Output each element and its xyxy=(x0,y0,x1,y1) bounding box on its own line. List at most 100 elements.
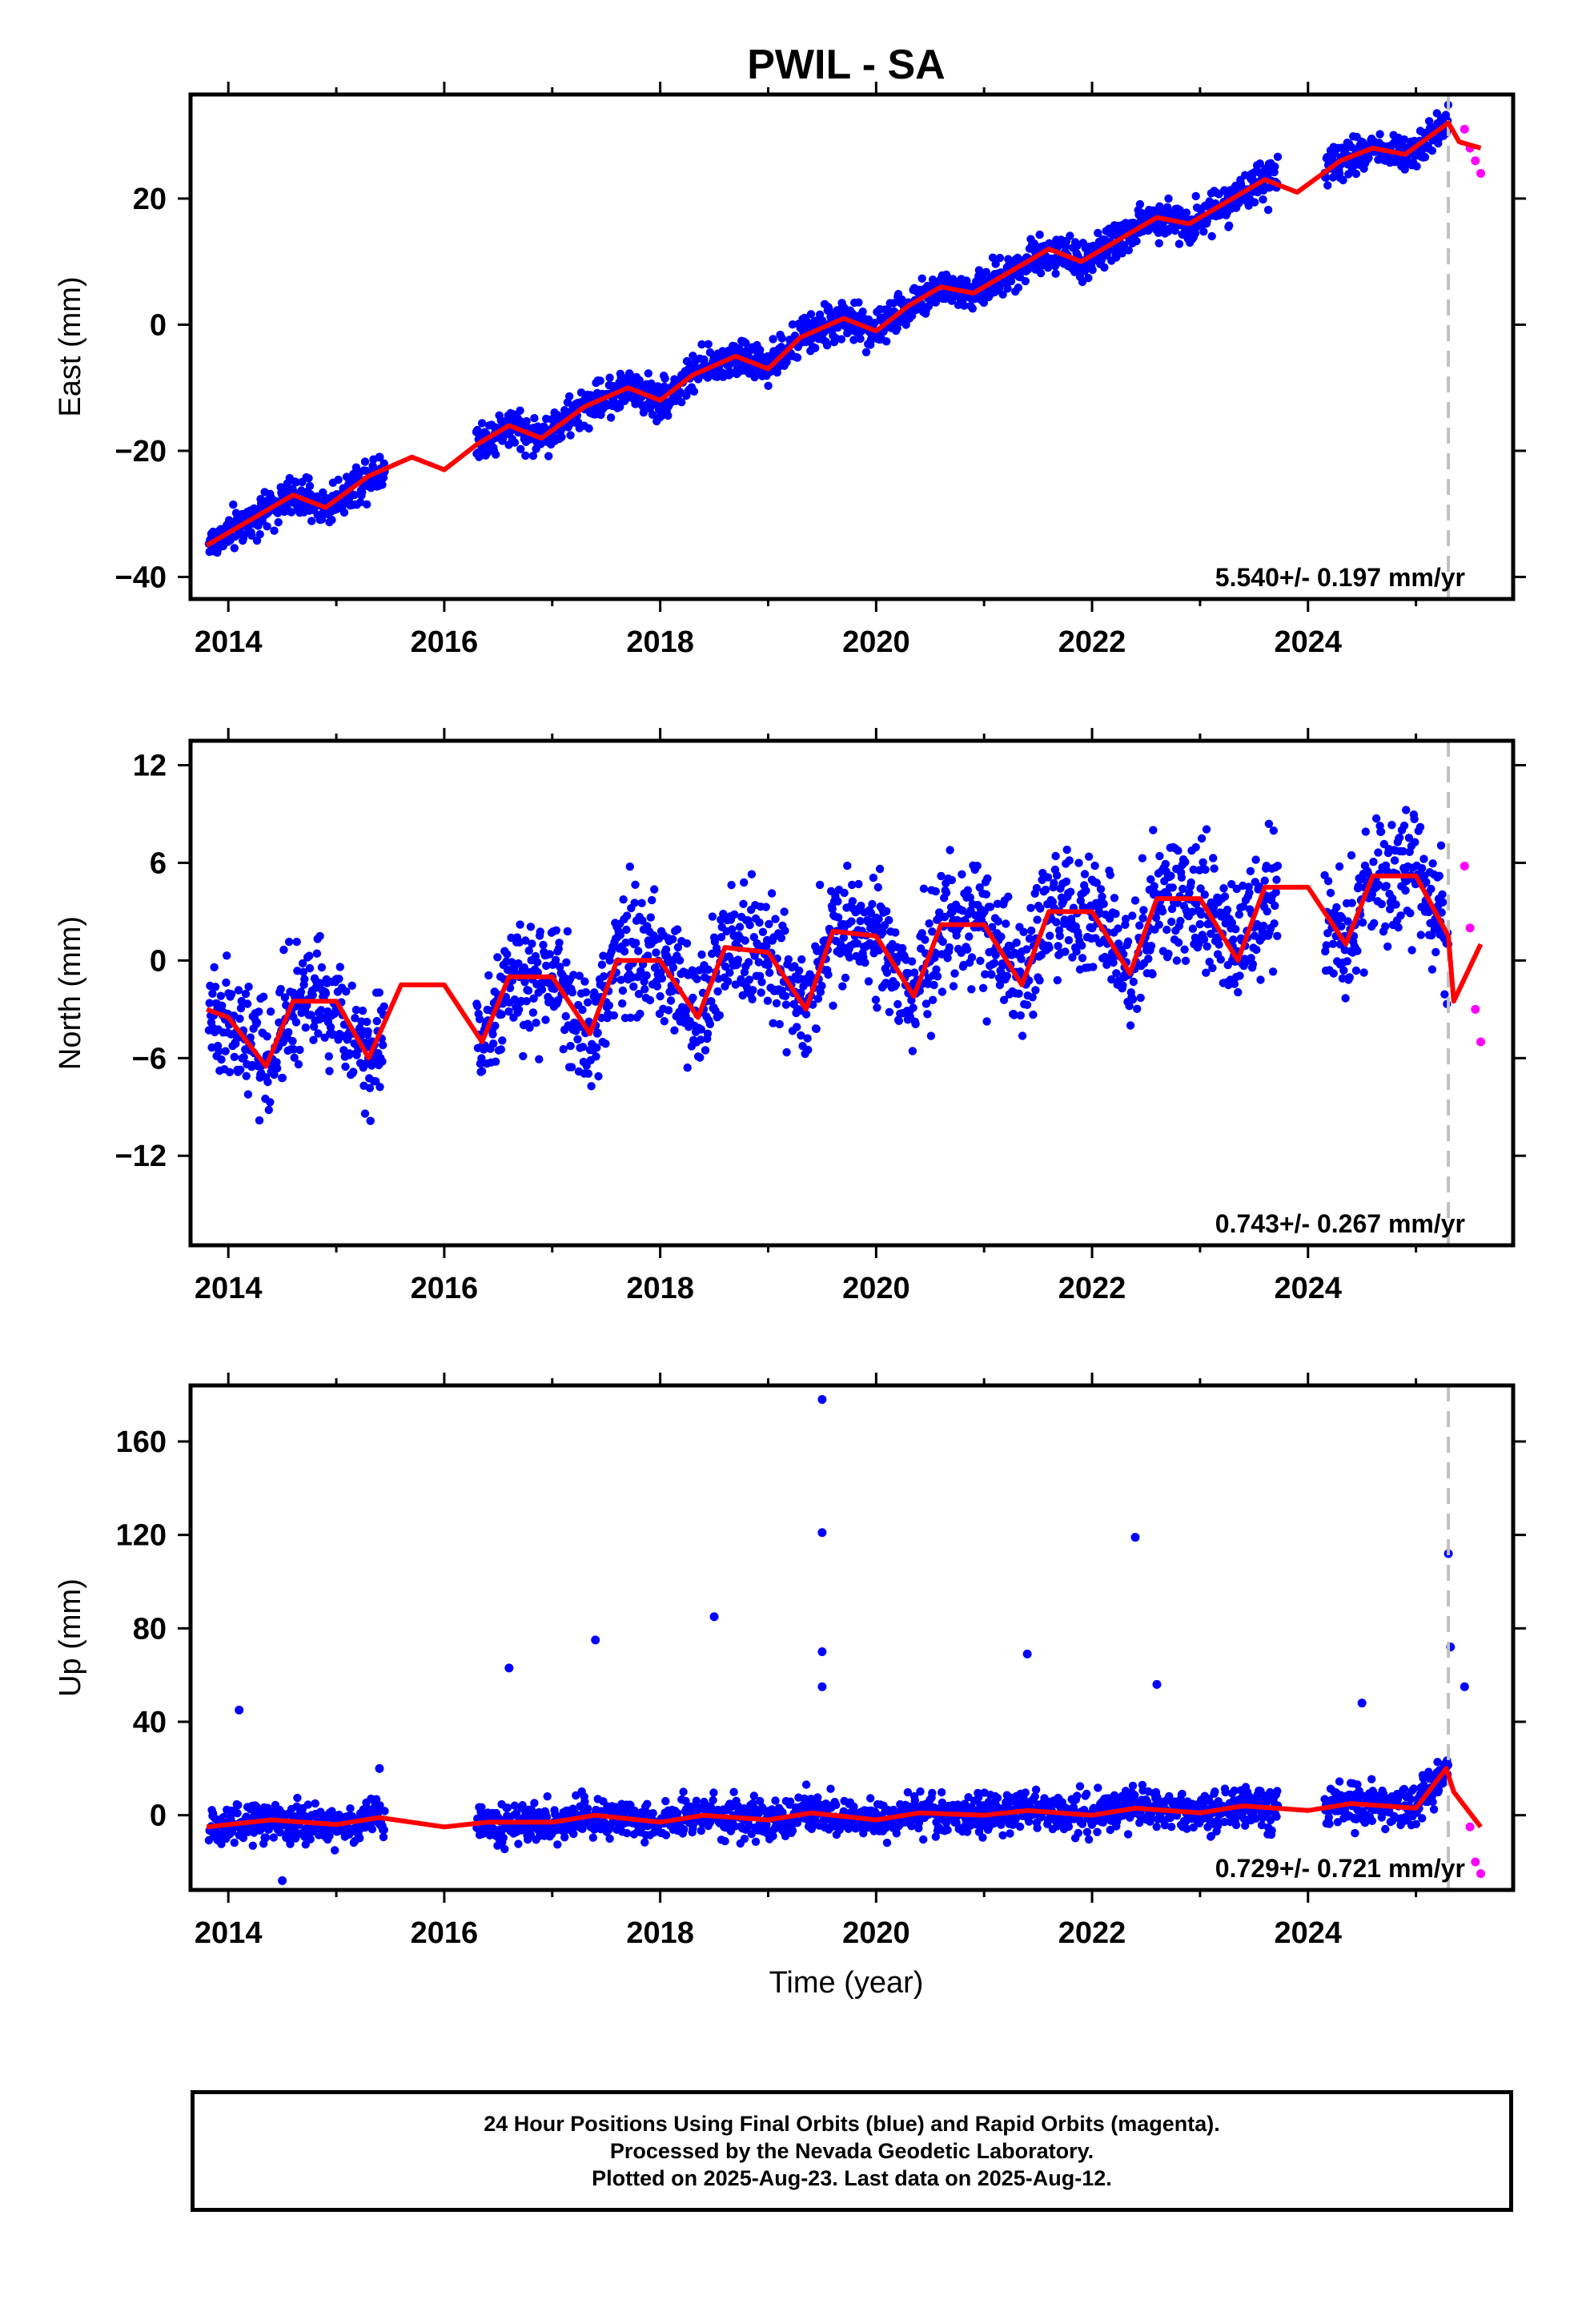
data-point xyxy=(1394,923,1403,932)
data-point xyxy=(664,1006,673,1015)
data-point xyxy=(1107,975,1116,984)
data-point xyxy=(567,1063,576,1072)
data-point xyxy=(351,1014,359,1023)
final-orbit-point xyxy=(1098,238,1108,247)
data-point xyxy=(871,995,881,1004)
data-point xyxy=(709,1795,717,1805)
data-point xyxy=(626,1013,635,1023)
data-point xyxy=(642,971,651,980)
data-point xyxy=(661,374,669,383)
data-point xyxy=(949,982,958,991)
data-point xyxy=(528,939,536,948)
data-point xyxy=(239,530,248,539)
data-point xyxy=(782,1047,791,1057)
data-point xyxy=(222,978,231,987)
data-point xyxy=(1345,973,1355,982)
data-point xyxy=(1181,858,1190,866)
data-point xyxy=(351,1005,361,1015)
data-point xyxy=(775,1019,784,1029)
data-point xyxy=(838,982,847,991)
data-point xyxy=(1438,890,1447,899)
final-orbit-point xyxy=(353,471,363,480)
data-point xyxy=(666,996,676,1005)
data-point xyxy=(296,987,306,996)
data-point xyxy=(749,986,757,995)
x-tick-label: 2020 xyxy=(842,1272,910,1305)
data-point xyxy=(1364,153,1373,163)
data-point xyxy=(1164,194,1173,203)
data-point xyxy=(530,414,539,423)
data-point xyxy=(866,1794,875,1803)
data-point xyxy=(833,897,842,906)
data-point xyxy=(740,878,749,887)
final-orbit-point xyxy=(623,972,632,982)
data-point xyxy=(928,1788,937,1798)
data-point xyxy=(793,1819,802,1827)
data-point xyxy=(1066,887,1075,896)
data-point xyxy=(307,517,316,525)
data-point xyxy=(583,1804,592,1813)
data-point xyxy=(583,998,592,1007)
data-point xyxy=(605,1834,614,1844)
data-point xyxy=(514,1839,523,1848)
data-point xyxy=(335,963,344,971)
x-tick-label: 2020 xyxy=(842,625,910,659)
data-point xyxy=(817,981,826,991)
data-point xyxy=(600,972,608,981)
final-orbit-point xyxy=(375,452,384,462)
data-point xyxy=(682,939,692,948)
data-point xyxy=(1197,834,1207,843)
data-point xyxy=(379,1825,388,1835)
data-point xyxy=(1146,875,1155,884)
data-point xyxy=(745,975,754,984)
data-point xyxy=(350,490,359,500)
data-point xyxy=(1188,924,1198,933)
data-point xyxy=(616,975,625,984)
scatter-cloud-north xyxy=(204,806,1453,1125)
y-tick-label: 20 xyxy=(133,183,167,216)
data-point xyxy=(305,963,315,973)
data-point xyxy=(679,1787,688,1796)
data-point xyxy=(324,1051,333,1061)
data-point xyxy=(1196,884,1205,893)
data-point xyxy=(616,402,624,412)
data-point xyxy=(542,1812,552,1822)
data-point xyxy=(1052,871,1062,880)
data-point xyxy=(579,1043,588,1051)
data-point xyxy=(635,376,644,384)
y-axis-label: North (mm) xyxy=(54,916,87,1070)
data-point xyxy=(1412,162,1421,171)
data-point xyxy=(328,1030,338,1039)
data-point xyxy=(1150,882,1158,891)
data-point xyxy=(347,981,356,991)
data-point xyxy=(1094,228,1102,238)
data-point xyxy=(1252,945,1261,955)
data-point xyxy=(1250,931,1259,940)
data-point xyxy=(1155,202,1164,211)
data-point xyxy=(1028,993,1037,1002)
data-point xyxy=(1114,924,1122,933)
data-point xyxy=(1343,957,1352,966)
final-orbit-point xyxy=(1325,156,1335,166)
data-point xyxy=(785,1797,795,1806)
data-point xyxy=(217,1839,226,1848)
data-point xyxy=(1210,864,1219,873)
data-point xyxy=(646,913,655,922)
data-point xyxy=(870,319,879,328)
y-tick-label: −6 xyxy=(132,1042,167,1076)
data-point xyxy=(293,1793,302,1803)
data-point xyxy=(754,958,763,967)
data-point xyxy=(1149,826,1158,834)
data-point xyxy=(947,875,957,885)
data-point xyxy=(500,1844,509,1854)
data-point xyxy=(231,1039,240,1048)
data-point xyxy=(489,1039,498,1048)
data-point xyxy=(1051,851,1060,861)
data-point xyxy=(516,444,525,453)
data-point xyxy=(909,1003,917,1012)
x-tick-label: 2018 xyxy=(626,625,694,659)
data-point xyxy=(781,1000,791,1009)
data-point xyxy=(521,936,530,945)
data-point xyxy=(1264,819,1274,828)
data-point xyxy=(355,498,365,507)
